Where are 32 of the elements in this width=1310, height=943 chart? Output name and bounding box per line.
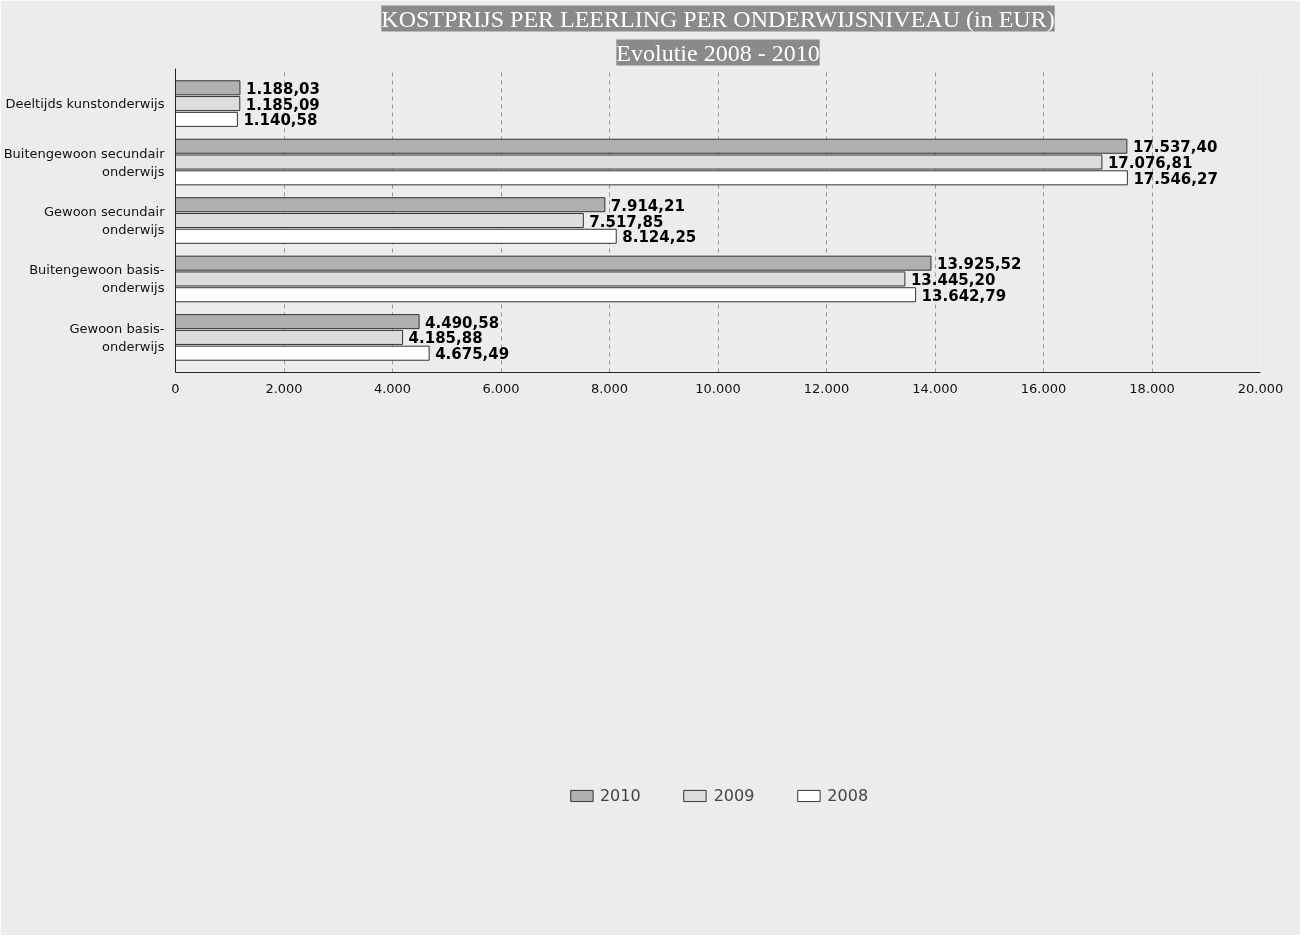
data-label: 1.140,58 xyxy=(243,111,318,130)
x-tick-label: 2.000 xyxy=(265,380,303,396)
x-tick-label: 6.000 xyxy=(482,380,520,396)
x-tick-label: 16.000 xyxy=(1020,380,1067,396)
x-tick-label: 18.000 xyxy=(1129,380,1175,396)
data-label: 8.124,25 xyxy=(622,228,697,247)
data-label: 4.490,58 xyxy=(425,313,500,332)
data-label: 4.185,88 xyxy=(408,329,483,348)
y-tick-label: Gewoon basis- onderwijs xyxy=(69,320,165,354)
y-tick-label: Buitengewoon secundair onderwijs xyxy=(3,145,166,179)
legend-label: 2009 xyxy=(713,785,755,805)
data-label: 17.537,40 xyxy=(1132,138,1218,157)
x-tick-label: 0 xyxy=(171,380,180,396)
legend-label: 2008 xyxy=(827,785,869,805)
x-tick-label: 20.000 xyxy=(1237,380,1284,396)
y-tick-label: Gewoon secundair onderwijs xyxy=(43,204,166,237)
data-label: 1.188,03 xyxy=(245,79,320,98)
x-tick-label: 10.000 xyxy=(695,380,741,396)
y-tick-label: Deeltijds kunstonderwijs xyxy=(5,96,165,112)
legend-label: 2010 xyxy=(599,785,641,805)
data-label: 7.914,21 xyxy=(610,196,685,215)
x-tick-label: 12.000 xyxy=(803,380,850,396)
chart-subtitle: Evolutie 2008 - 2010 xyxy=(616,39,820,66)
data-label: 1.185,09 xyxy=(245,95,320,114)
data-label: 7.517,85 xyxy=(589,212,664,231)
data-label: 4.675,49 xyxy=(435,345,510,364)
data-label: 13.642,79 xyxy=(921,286,1007,305)
x-tick-label: 14.000 xyxy=(912,380,958,396)
x-tick-label: 4.000 xyxy=(373,380,412,396)
y-tick-label: Buitengewoon basis- onderwijs xyxy=(29,262,165,296)
x-tick-label: 8.000 xyxy=(590,380,629,396)
chart-title: KOSTPRIJS PER LEERLING PER ONDERWIJSNIVEAU (in EUR) xyxy=(381,5,1055,32)
